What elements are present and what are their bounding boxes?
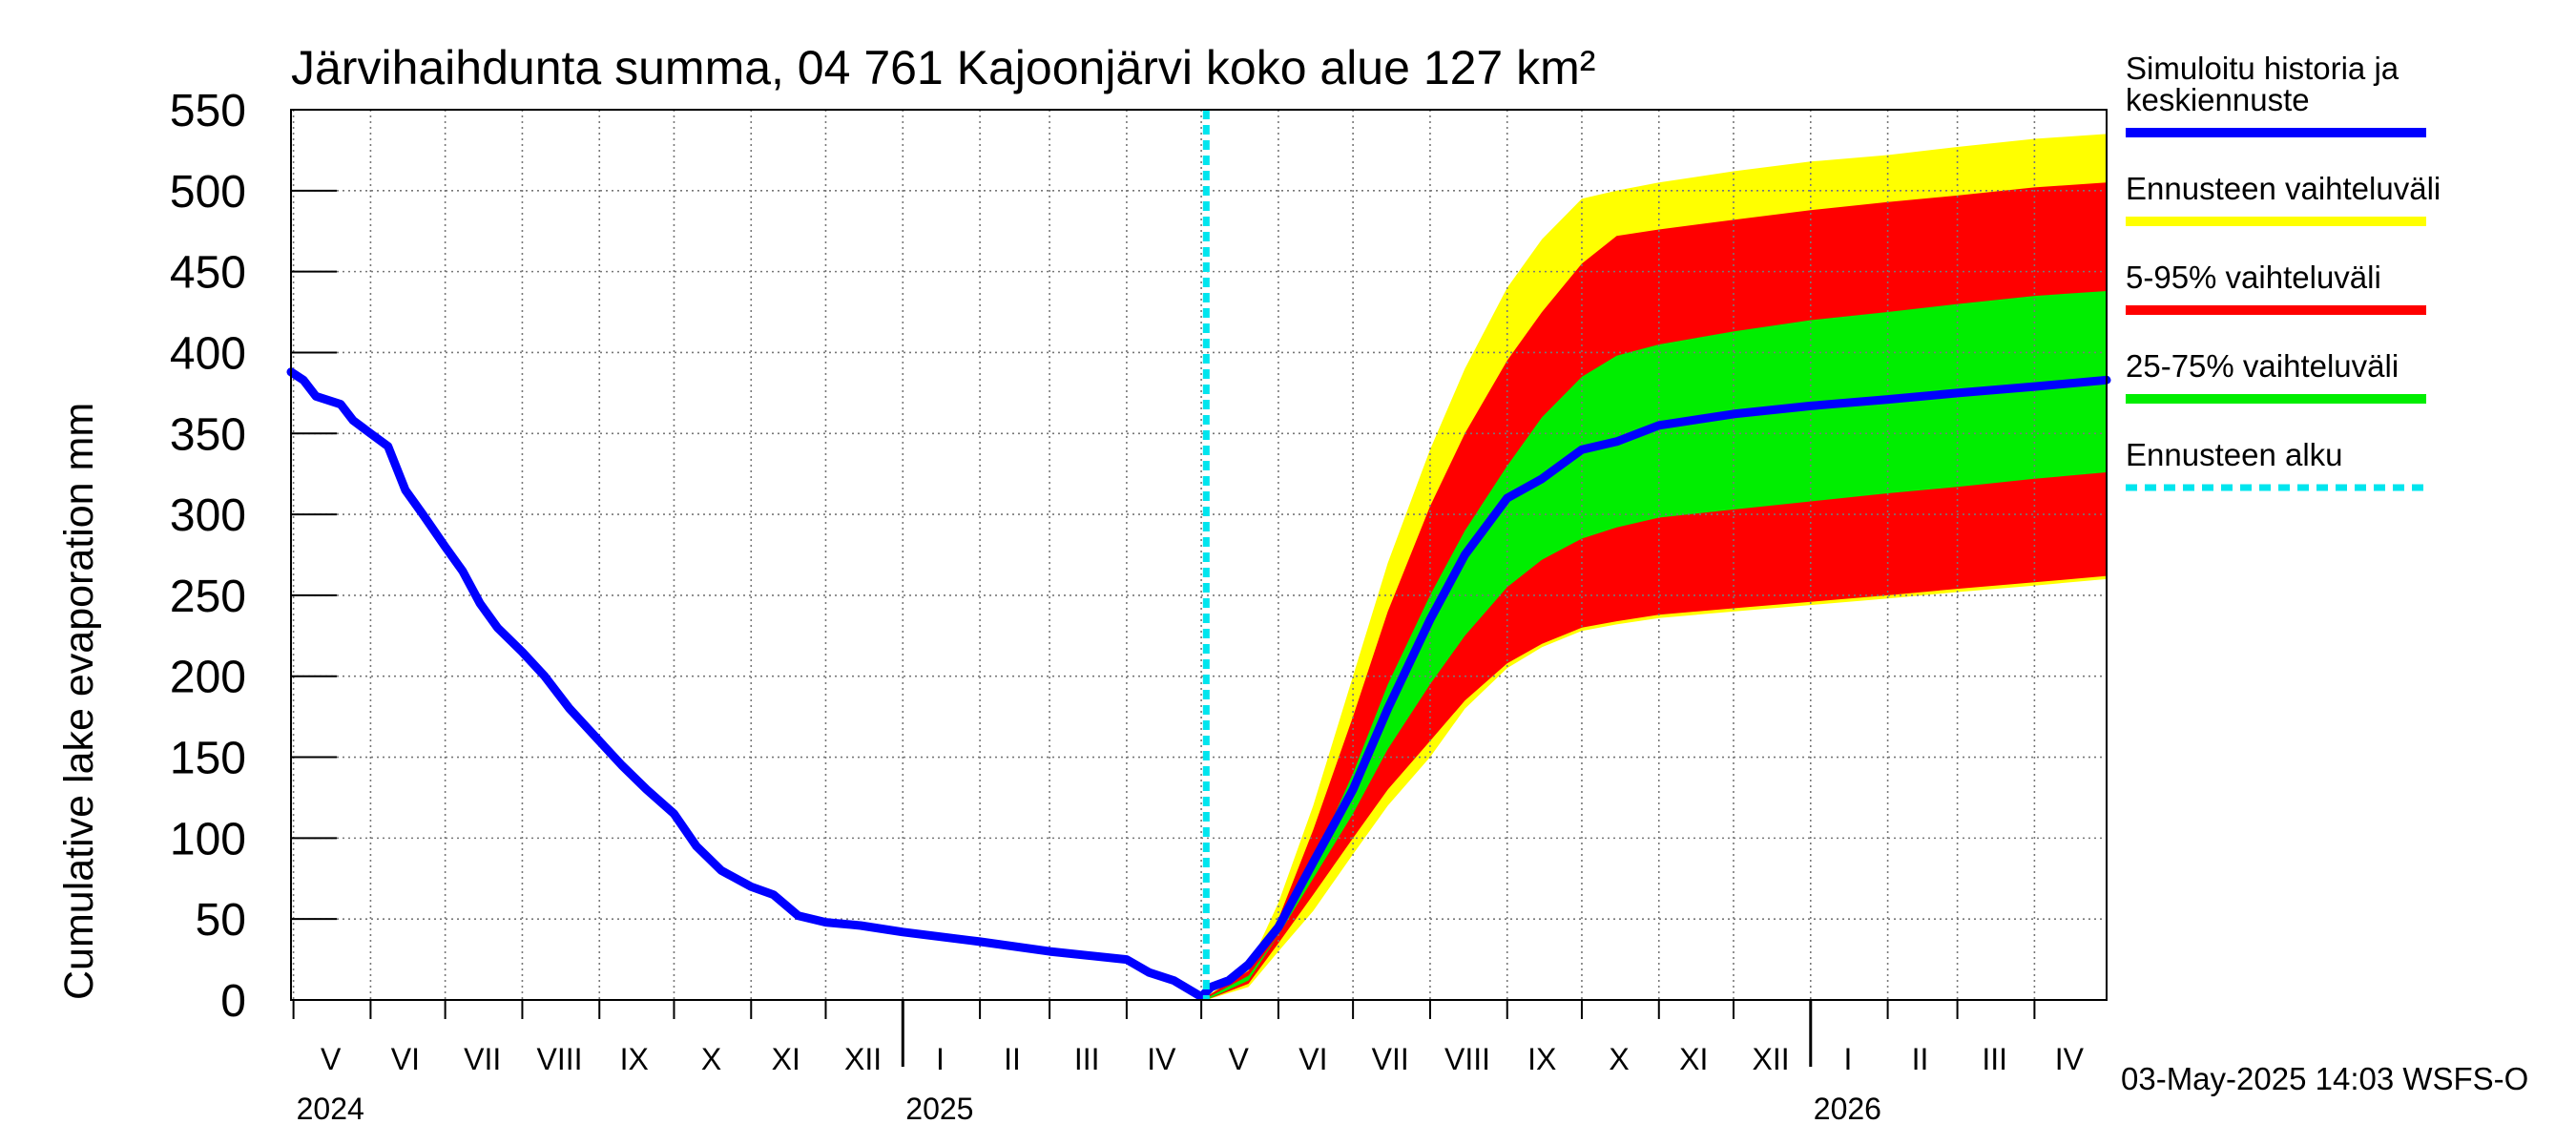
- y-tick-label: 500: [170, 167, 246, 218]
- x-year-label: 2026: [1814, 1092, 1881, 1126]
- x-month-label: XII: [844, 1042, 882, 1076]
- x-month-label: XI: [772, 1042, 800, 1076]
- legend-label: Ennusteen vaihteluväli: [2126, 171, 2441, 206]
- x-month-label: X: [1609, 1042, 1629, 1076]
- x-month-label: V: [1229, 1042, 1250, 1076]
- x-month-label: X: [701, 1042, 721, 1076]
- y-tick-label: 0: [220, 976, 246, 1027]
- x-month-label: III: [1074, 1042, 1100, 1076]
- y-tick-label: 150: [170, 734, 246, 784]
- x-month-label: IX: [1527, 1042, 1556, 1076]
- y-tick-label: 100: [170, 814, 246, 864]
- y-tick-label: 250: [170, 572, 246, 622]
- x-month-label: I: [1843, 1042, 1852, 1076]
- band-25-75% vaihteluväli: [1206, 291, 2107, 1000]
- x-month-label: VI: [391, 1042, 420, 1076]
- x-month-label: VI: [1298, 1042, 1327, 1076]
- x-month-label: V: [321, 1042, 342, 1076]
- series-line: [286, 367, 2111, 1002]
- y-tick-label: 200: [170, 653, 246, 703]
- y-tick-label: 400: [170, 328, 246, 379]
- x-month-label: IV: [1147, 1042, 1176, 1076]
- y-tick-label: 300: [170, 490, 246, 541]
- x-month-label: IX: [620, 1042, 649, 1076]
- x-month-label: I: [936, 1042, 945, 1076]
- x-year-label: 2025: [905, 1092, 973, 1126]
- legend-label: Simuloitu historia ja: [2126, 51, 2399, 86]
- legend-label: Ennusteen alku: [2126, 437, 2343, 472]
- x-month-label: XI: [1679, 1042, 1708, 1076]
- y-tick-label: 550: [170, 86, 246, 136]
- footer-timestamp: 03-May-2025 14:03 WSFS-O: [2121, 1061, 2528, 1096]
- chart-title: Järvihaihdunta summa, 04 761 Kajoonjärvi…: [291, 41, 1595, 94]
- x-month-label: XII: [1753, 1042, 1790, 1076]
- x-month-label: VIII: [1444, 1042, 1490, 1076]
- x-month-label: VII: [464, 1042, 501, 1076]
- x-month-label: VIII: [537, 1042, 583, 1076]
- x-month-label: IV: [2055, 1042, 2085, 1076]
- y-axis-label: Cumulative lake evaporation mm: [56, 403, 102, 1000]
- x-month-label: III: [1982, 1042, 2007, 1076]
- x-month-label: II: [1912, 1042, 1929, 1076]
- x-year-label: 2024: [297, 1092, 364, 1126]
- y-tick-label: 50: [196, 895, 246, 946]
- y-tick-label: 350: [170, 409, 246, 460]
- series-lines: [286, 110, 2111, 1002]
- x-month-label: VII: [1372, 1042, 1409, 1076]
- x-month-label: II: [1004, 1042, 1021, 1076]
- legend-label: 5-95% vaihteluväli: [2126, 260, 2381, 295]
- y-tick-label: 450: [170, 248, 246, 299]
- legend-label: 25-75% vaihteluväli: [2126, 348, 2399, 384]
- forecast-bands: [1206, 134, 2107, 1001]
- plot-frame: [290, 109, 2108, 1001]
- legend-label: keskiennuste: [2126, 82, 2310, 117]
